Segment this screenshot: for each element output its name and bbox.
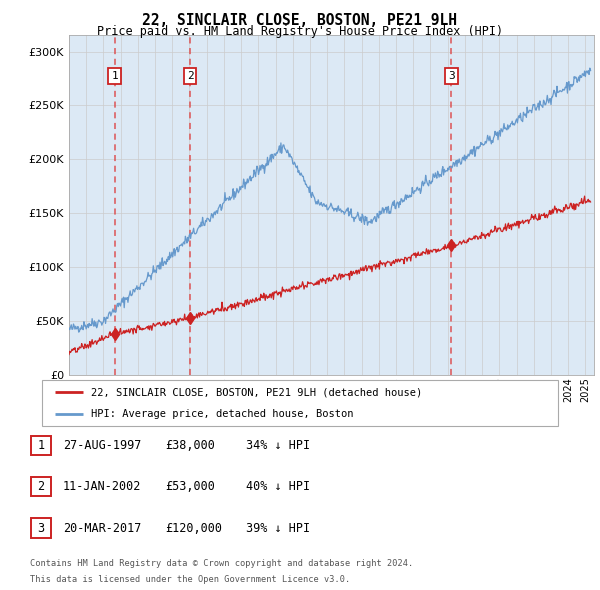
Text: 22, SINCLAIR CLOSE, BOSTON, PE21 9LH (detached house): 22, SINCLAIR CLOSE, BOSTON, PE21 9LH (de… xyxy=(91,388,422,398)
FancyBboxPatch shape xyxy=(42,380,558,426)
Text: 11-JAN-2002: 11-JAN-2002 xyxy=(63,480,142,493)
Text: 27-AUG-1997: 27-AUG-1997 xyxy=(63,439,142,452)
Text: 2: 2 xyxy=(187,71,194,81)
Text: 3: 3 xyxy=(37,522,44,535)
Text: 34% ↓ HPI: 34% ↓ HPI xyxy=(246,439,310,452)
Text: 40% ↓ HPI: 40% ↓ HPI xyxy=(246,480,310,493)
Text: This data is licensed under the Open Government Licence v3.0.: This data is licensed under the Open Gov… xyxy=(30,575,350,584)
Text: £120,000: £120,000 xyxy=(165,522,222,535)
Text: £53,000: £53,000 xyxy=(165,480,215,493)
Text: 20-MAR-2017: 20-MAR-2017 xyxy=(63,522,142,535)
Text: £38,000: £38,000 xyxy=(165,439,215,452)
Text: 2: 2 xyxy=(37,480,44,493)
Text: HPI: Average price, detached house, Boston: HPI: Average price, detached house, Bost… xyxy=(91,408,353,418)
FancyBboxPatch shape xyxy=(31,477,50,496)
FancyBboxPatch shape xyxy=(31,436,50,455)
Text: 22, SINCLAIR CLOSE, BOSTON, PE21 9LH: 22, SINCLAIR CLOSE, BOSTON, PE21 9LH xyxy=(143,13,458,28)
Text: 3: 3 xyxy=(448,71,455,81)
FancyBboxPatch shape xyxy=(31,519,50,537)
Text: Contains HM Land Registry data © Crown copyright and database right 2024.: Contains HM Land Registry data © Crown c… xyxy=(30,559,413,568)
Text: Price paid vs. HM Land Registry's House Price Index (HPI): Price paid vs. HM Land Registry's House … xyxy=(97,25,503,38)
Text: 39% ↓ HPI: 39% ↓ HPI xyxy=(246,522,310,535)
Text: 1: 1 xyxy=(37,439,44,452)
Text: 1: 1 xyxy=(111,71,118,81)
